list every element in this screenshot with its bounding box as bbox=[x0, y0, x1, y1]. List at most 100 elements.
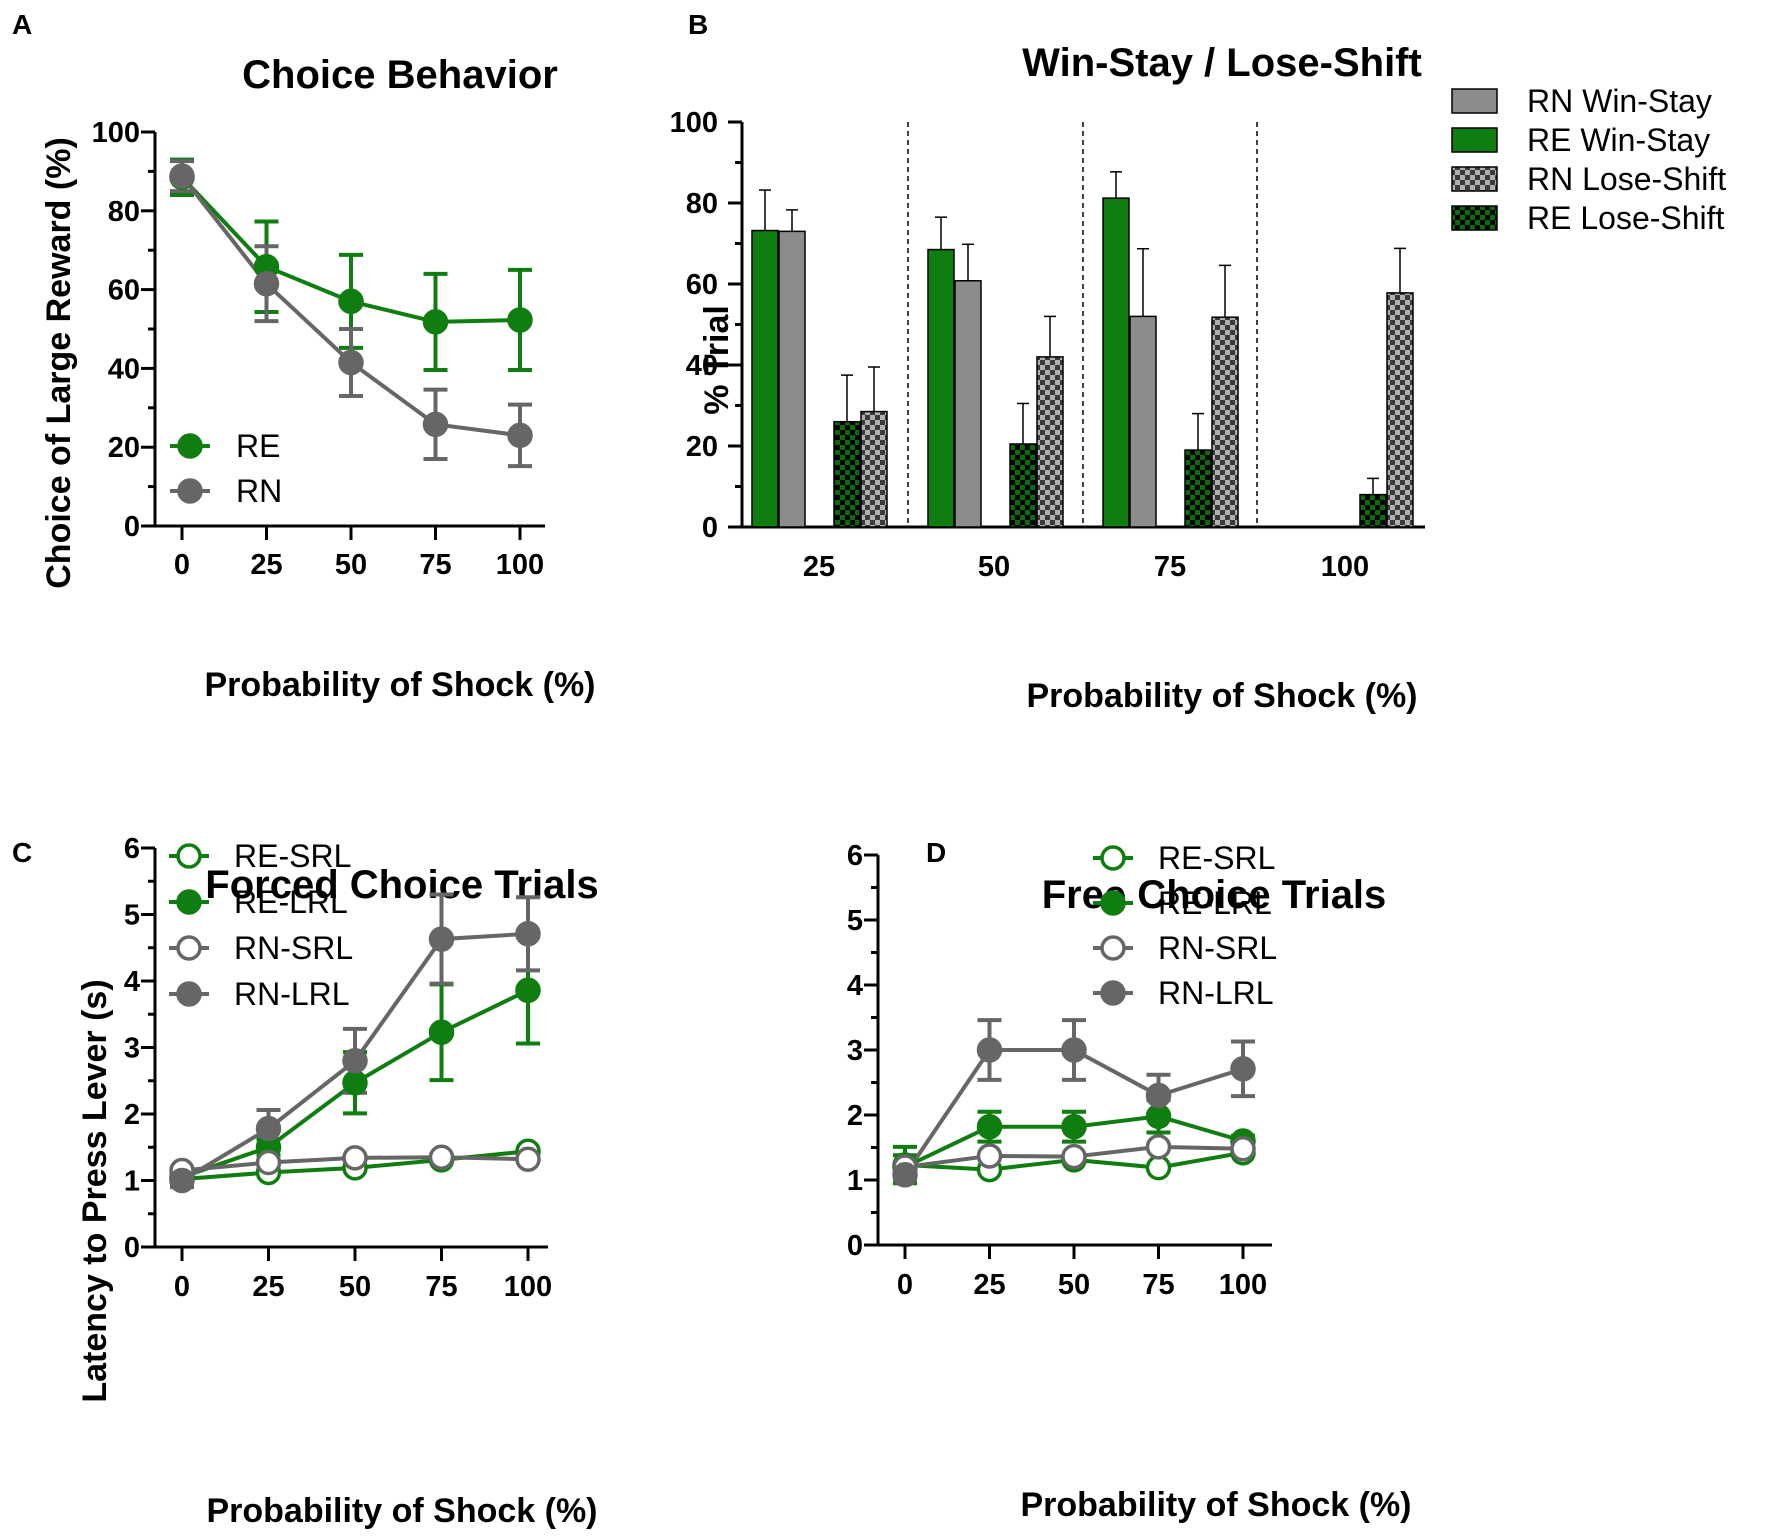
data-point bbox=[422, 309, 449, 335]
panel-label-d: D bbox=[926, 837, 946, 868]
data-point bbox=[515, 921, 541, 947]
y-tick-label: 20 bbox=[686, 431, 718, 463]
y-tick-label: 4 bbox=[847, 970, 863, 1002]
data-point bbox=[1061, 1113, 1087, 1140]
y-tick-label: 5 bbox=[847, 905, 863, 937]
y-tick-label: 40 bbox=[686, 350, 718, 382]
y-tick-label: 100 bbox=[670, 107, 718, 139]
legend: RE-SRL RE-LRL RN-SRL RN-LRL bbox=[169, 838, 353, 1012]
panel-b: B Win-Stay / Lose-Shift Probability of S… bbox=[670, 9, 1727, 715]
x-tick-label: 25 bbox=[250, 549, 282, 581]
x-tick-label: 100 bbox=[496, 549, 544, 581]
y-tick-label: 100 bbox=[92, 117, 140, 149]
x-tick-label: 75 bbox=[1142, 1269, 1174, 1301]
legend-label: RE-LRL bbox=[1158, 885, 1272, 921]
y-axis-label-c: Latency to Press Lever (s) bbox=[76, 979, 114, 1402]
x-tick-label: 75 bbox=[1154, 551, 1186, 583]
y-tick-label: 80 bbox=[108, 196, 140, 228]
y-tick-label: 0 bbox=[124, 1232, 140, 1264]
legend: RE RN bbox=[170, 428, 282, 509]
legend-label: RE bbox=[236, 428, 280, 464]
panel-label-a: A bbox=[12, 9, 32, 40]
legend-marker bbox=[176, 843, 202, 869]
x-tick-label: 0 bbox=[897, 1269, 913, 1301]
legend-label: RE Win-Stay bbox=[1527, 122, 1710, 158]
x-tick-label: 50 bbox=[1058, 1269, 1090, 1301]
legend-swatch bbox=[1451, 166, 1498, 192]
chart-title-a: Choice Behavior bbox=[242, 53, 558, 97]
x-tick-label: 25 bbox=[252, 1271, 284, 1303]
plot-area-a: 0 20 40 60 80 100 0 25 50 75 100 RE RN bbox=[92, 117, 545, 581]
legend-label: RE-SRL bbox=[234, 838, 351, 874]
y-tick-label: 0 bbox=[124, 511, 140, 543]
data-point bbox=[976, 1037, 1003, 1063]
x-tick-label: 25 bbox=[973, 1269, 1005, 1301]
legend-marker bbox=[177, 433, 203, 459]
panel-a: A Choice Behavior Probability of Shock (… bbox=[12, 9, 596, 704]
data-point bbox=[515, 1146, 541, 1172]
legend-label: RN-SRL bbox=[1158, 930, 1277, 966]
x-tick-label: 50 bbox=[339, 1271, 371, 1303]
y-tick-label: 0 bbox=[702, 512, 718, 544]
y-tick-label: 6 bbox=[847, 840, 863, 872]
bar bbox=[954, 280, 982, 528]
y-tick-label: 2 bbox=[847, 1100, 863, 1132]
legend-marker bbox=[176, 981, 202, 1007]
data-point bbox=[1061, 1143, 1087, 1170]
data-point bbox=[255, 1115, 282, 1142]
bar bbox=[778, 230, 806, 528]
y-tick-label: 4 bbox=[124, 966, 140, 998]
legend-swatch bbox=[1451, 127, 1498, 153]
panel-d: D Free Choice Trials Probability of Shoc… bbox=[847, 837, 1412, 1524]
data-point bbox=[428, 1019, 455, 1045]
x-tick-label: 50 bbox=[978, 551, 1010, 583]
data-point bbox=[342, 1069, 368, 1096]
chart-title-c: Forced Choice Trials bbox=[205, 863, 598, 907]
x-axis-label-a: Probability of Shock (%) bbox=[204, 666, 595, 704]
legend-marker bbox=[1100, 890, 1126, 916]
data-point bbox=[1145, 1103, 1172, 1130]
data-point bbox=[342, 1048, 368, 1074]
panel-c: C Forced Choice Trials Probability of Sh… bbox=[12, 833, 599, 1530]
bar bbox=[927, 248, 955, 528]
data-point bbox=[255, 1149, 282, 1176]
plot-area-d: 0 1 2 3 4 5 6 0 25 50 75 100 RE-SRL RE-LRL RN-SRL RN-LR… bbox=[847, 840, 1277, 1301]
data-point bbox=[422, 411, 449, 438]
bar bbox=[1211, 316, 1239, 528]
bar bbox=[1386, 292, 1414, 528]
y-tick-label: 40 bbox=[108, 353, 140, 385]
bar bbox=[860, 410, 888, 528]
y-tick-label: 1 bbox=[847, 1165, 863, 1197]
y-tick-label: 6 bbox=[124, 833, 140, 865]
x-tick-label: 100 bbox=[1219, 1269, 1267, 1301]
legend-label: RN-LRL bbox=[234, 976, 350, 1012]
bar bbox=[751, 229, 779, 528]
legend-marker bbox=[1100, 935, 1126, 961]
bar bbox=[1359, 493, 1387, 528]
bar bbox=[1129, 315, 1157, 528]
panel-label-b: B bbox=[688, 9, 708, 40]
data-point bbox=[169, 163, 195, 189]
data-point bbox=[515, 977, 541, 1004]
data-point bbox=[338, 349, 364, 376]
x-tick-label: 50 bbox=[335, 549, 367, 581]
legend-label: RN Lose-Shift bbox=[1527, 161, 1726, 197]
data-point bbox=[1061, 1037, 1087, 1063]
y-tick-label: 80 bbox=[686, 188, 718, 220]
y-tick-label: 2 bbox=[124, 1099, 140, 1131]
legend-label: RE Lose-Shift bbox=[1527, 200, 1725, 236]
x-axis-label-d: Probability of Shock (%) bbox=[1020, 1486, 1411, 1524]
legend-marker bbox=[1100, 845, 1126, 871]
legend-label: RN Win-Stay bbox=[1527, 83, 1712, 119]
x-tick-label: 0 bbox=[174, 549, 190, 581]
series-rn-lrl bbox=[170, 892, 540, 1190]
data-point bbox=[342, 1145, 368, 1171]
x-tick-label: 75 bbox=[419, 549, 451, 581]
data-point bbox=[1145, 1082, 1172, 1109]
bar bbox=[1009, 443, 1037, 528]
bar bbox=[1036, 356, 1064, 528]
data-point bbox=[1230, 1136, 1256, 1162]
data-point bbox=[169, 1167, 195, 1194]
